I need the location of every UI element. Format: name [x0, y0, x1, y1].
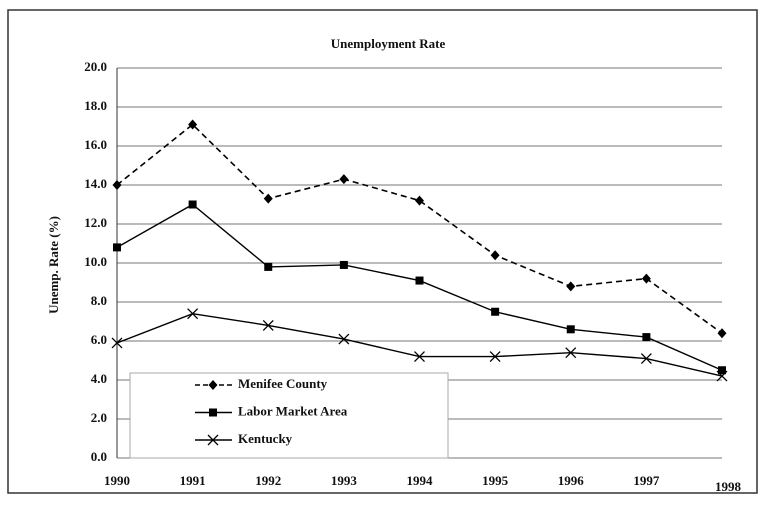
marker — [209, 408, 217, 417]
y-tick-label: 12.0 — [84, 215, 107, 230]
marker — [111, 337, 123, 349]
x-tick-label: 1997 — [633, 473, 660, 488]
chart-title: Unemployment Rate — [331, 36, 446, 51]
y-tick-label: 18.0 — [84, 98, 107, 113]
legend-label: Kentucky — [238, 431, 293, 446]
marker — [716, 370, 728, 382]
marker — [263, 193, 273, 204]
marker — [566, 281, 576, 292]
marker — [415, 276, 424, 285]
x-tick-label: 1998 — [715, 479, 742, 494]
marker — [489, 351, 501, 363]
x-tick-label: 1995 — [482, 473, 509, 488]
marker — [717, 328, 727, 339]
x-tick-label: 1996 — [558, 473, 585, 488]
plot — [111, 119, 728, 382]
marker — [208, 380, 218, 390]
marker — [188, 119, 198, 130]
marker — [415, 195, 424, 206]
legend: Menifee County Labor Market Area Kentucky — [129, 372, 449, 459]
marker — [339, 174, 349, 185]
marker — [566, 325, 575, 334]
series-line — [116, 123, 723, 334]
marker — [642, 333, 651, 342]
marker — [113, 243, 121, 252]
marker — [112, 180, 122, 190]
y-tick-label: 8.0 — [91, 293, 107, 308]
x-tick-label: 1992 — [255, 473, 281, 488]
marker — [565, 347, 577, 359]
marker — [641, 273, 651, 284]
y-tick-label: 4.0 — [91, 371, 107, 386]
grid: 0.0 2.0 4.0 6.0 8.0 10.0 12.0 14.0 16.0 18.0 20.0 1… — [84, 59, 741, 494]
marker — [640, 353, 652, 365]
x-tick-label: 1991 — [180, 473, 206, 488]
marker — [264, 262, 273, 271]
y-tick-label: 6.0 — [91, 332, 107, 347]
marker — [339, 260, 348, 269]
y-tick-label: 2.0 — [91, 410, 107, 425]
y-axis-label: Unemp. Rate (%) — [46, 216, 61, 314]
legend-box — [129, 372, 449, 459]
marker — [262, 319, 274, 331]
y-tick-label: 16.0 — [84, 137, 107, 152]
x-tick-label: 1993 — [331, 473, 358, 488]
marker — [414, 351, 425, 363]
y-tick-label: 0.0 — [91, 449, 107, 464]
marker — [207, 434, 219, 446]
legend-label: Labor Market Area — [238, 403, 348, 418]
x-tick-label: 1990 — [104, 473, 130, 488]
marker — [187, 308, 199, 320]
legend-label: Menifee County — [238, 376, 328, 391]
marker — [718, 366, 726, 375]
marker — [338, 333, 350, 345]
y-tick-label: 20.0 — [84, 59, 107, 74]
marker — [490, 250, 500, 261]
y-tick-label: 14.0 — [84, 176, 107, 191]
x-tick-label: 1994 — [407, 473, 434, 488]
marker — [491, 307, 500, 316]
marker — [188, 200, 197, 209]
y-tick-label: 10.0 — [84, 254, 107, 269]
